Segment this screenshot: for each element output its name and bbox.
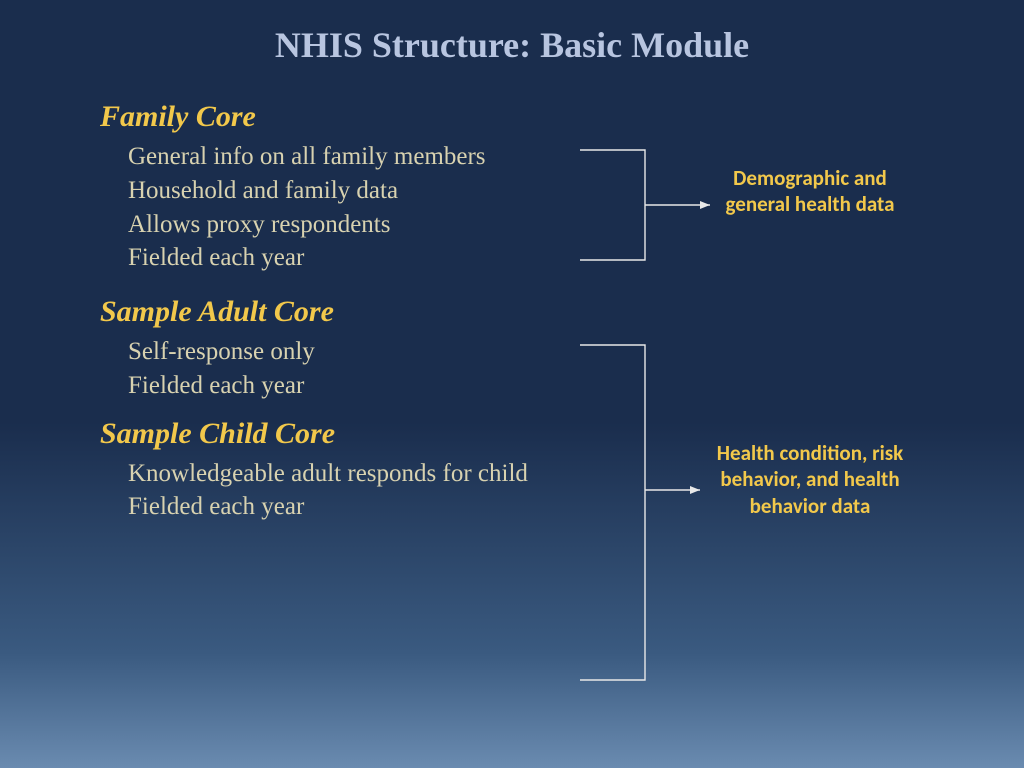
bracket-arrow-2 (0, 0, 1024, 768)
